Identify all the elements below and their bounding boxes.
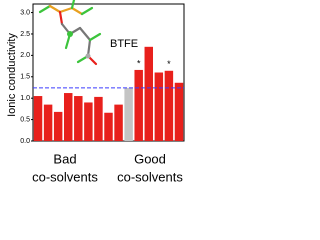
group-label: Bad <box>53 151 76 166</box>
group-label: co-solvents <box>117 169 183 184</box>
bar <box>84 102 93 141</box>
bar <box>64 93 73 141</box>
bar <box>33 96 43 141</box>
molecule-label: BTFE <box>110 38 138 50</box>
bar <box>164 70 174 141</box>
significance-mark: * <box>167 59 171 69</box>
y-tick-label: 1.0 <box>20 95 30 102</box>
bar <box>134 69 143 141</box>
bar <box>124 87 133 141</box>
y-tick-label: 1.5 <box>20 74 30 81</box>
bar <box>53 111 63 141</box>
bar <box>144 46 153 141</box>
bar <box>94 96 103 141</box>
y-tick-label: 2.0 <box>20 52 30 59</box>
bar <box>174 82 184 141</box>
group-label: Good <box>134 151 166 166</box>
bar <box>104 112 113 141</box>
molecule <box>38 0 102 66</box>
group-label: co-solvents <box>32 169 98 184</box>
y-tick-label: 3.0 <box>20 9 30 16</box>
significance-mark: * <box>137 58 141 68</box>
y-tick-label: 2.5 <box>20 31 30 38</box>
y-tick-label: 0.0 <box>20 138 30 145</box>
bar <box>43 104 53 141</box>
y-tick-label: 0.5 <box>20 116 30 123</box>
bar <box>154 72 164 141</box>
y-axis-label: Ionic conductivity <box>6 33 18 117</box>
chart: 0.0 0.5 1.0 1.5 2.0 2.5 3.0 BTFE * * Bad co-solvent… <box>6 0 185 184</box>
bar <box>74 96 83 141</box>
bar <box>114 104 123 141</box>
